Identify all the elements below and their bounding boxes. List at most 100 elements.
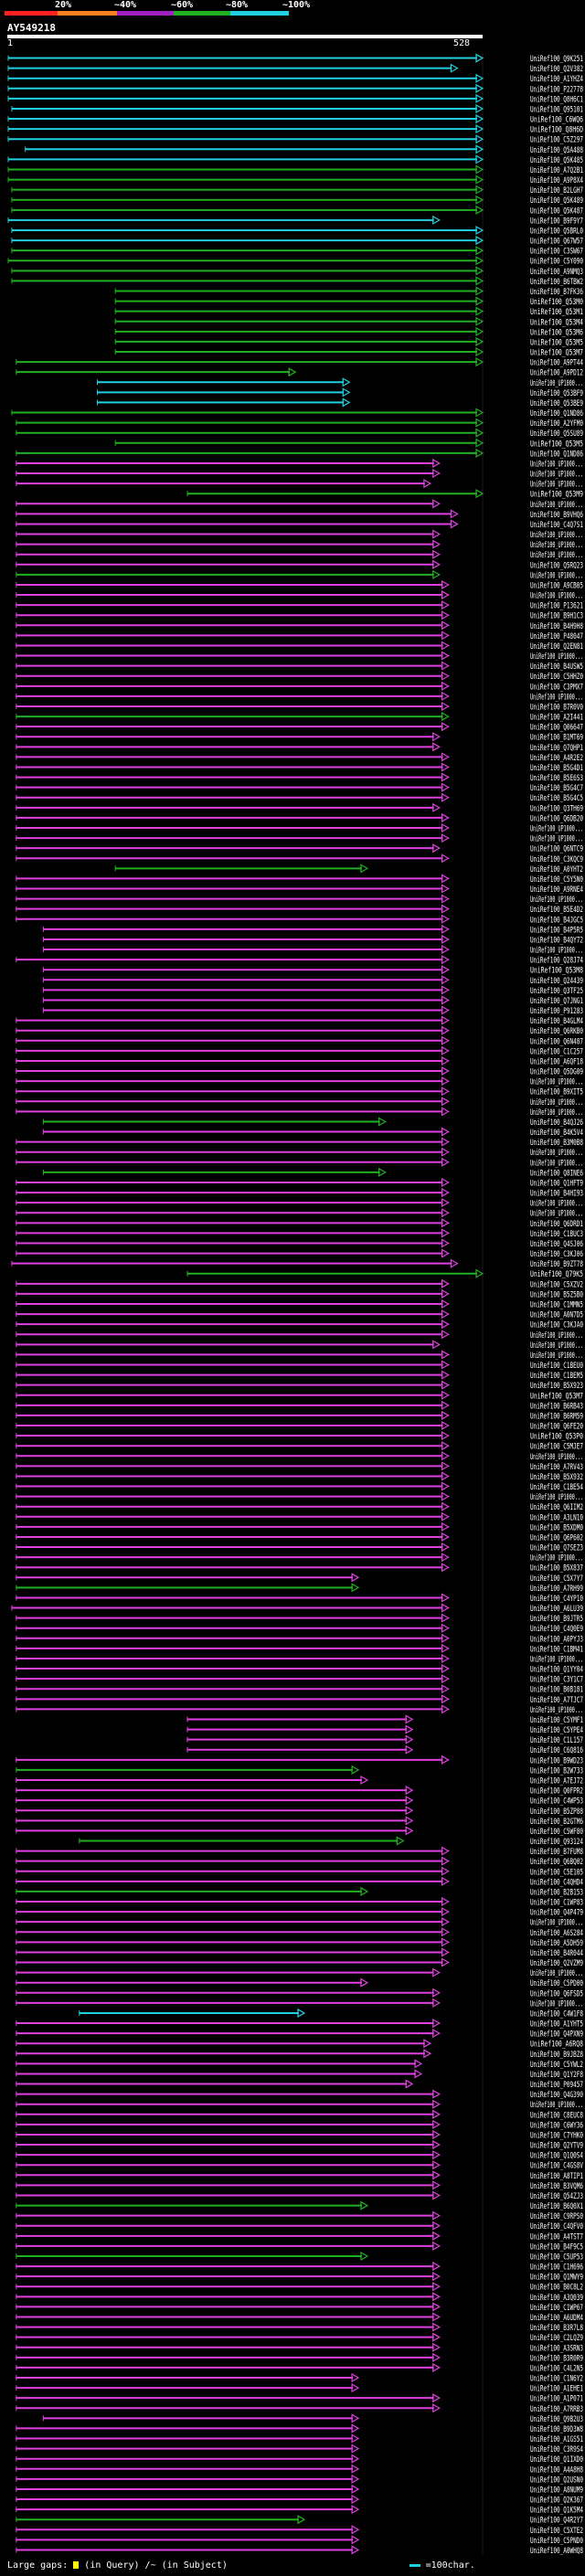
hit-row[interactable]: UniRef100_C4GS8V: [16, 2160, 584, 2171]
hit-label[interactable]: UniRef100_UP1000...: [530, 379, 583, 388]
hit-label[interactable]: UniRef100_C1C257: [530, 1047, 583, 1056]
hit-row[interactable]: UniRef100_C1BUC3: [16, 1228, 583, 1239]
hit-row[interactable]: UniRef100_B4QY72: [42, 934, 583, 946]
hit-row[interactable]: UniRef100_UP1000...: [42, 944, 583, 956]
hit-label[interactable]: UniRef100_UP1000...: [530, 693, 583, 702]
hit-row[interactable]: UniRef100_C5WF80: [16, 1826, 583, 1837]
hit-label[interactable]: UniRef100_Q0FPR2: [530, 1787, 583, 1797]
hit-row[interactable]: UniRef100_C5YWL2: [16, 2059, 583, 2070]
hit-row[interactable]: UniRef100_Q5BRL0: [11, 225, 583, 237]
hit-row[interactable]: UniRef100_A6QF18: [16, 1055, 583, 1067]
hit-row[interactable]: UniRef100_B9VHQ6: [16, 509, 583, 520]
hit-row[interactable]: UniRef100_C4W1F8: [79, 2008, 583, 2019]
hit-row[interactable]: UniRef100_B4JGC5: [16, 914, 583, 926]
hit-row[interactable]: UniRef100_Q28J74: [16, 955, 583, 966]
hit-row[interactable]: UniRef100_C5HHZ0: [16, 671, 583, 683]
hit-label[interactable]: UniRef100_UP1000...: [530, 1200, 583, 1209]
hit-row[interactable]: UniRef100_UP1000...: [16, 651, 583, 663]
hit-label[interactable]: UniRef100_UP1000...: [530, 541, 583, 550]
hit-label[interactable]: UniRef100_C1MMN5: [530, 1301, 583, 1310]
hit-label[interactable]: UniRef100_B9JTR5: [530, 1615, 583, 1624]
hit-label[interactable]: UniRef100_A9NMQ3: [530, 268, 583, 277]
hit-row[interactable]: UniRef100_B3R7L8: [16, 2322, 583, 2334]
hit-row[interactable]: UniRef100_UP1000...: [16, 1198, 583, 1209]
hit-label[interactable]: UniRef100_B5XDM0: [530, 1523, 583, 1532]
hit-row[interactable]: UniRef100_B7R0V0: [16, 701, 583, 713]
hit-row[interactable]: UniRef100_Q8H6C1: [7, 93, 583, 105]
hit-label[interactable]: UniRef100_P22778: [530, 85, 583, 94]
hit-row[interactable]: UniRef100_C5PD00: [16, 1977, 583, 1989]
hit-label[interactable]: UniRef100_Q1Y2F8: [530, 2071, 583, 2080]
hit-row[interactable]: UniRef100_B5G4C7: [16, 782, 583, 794]
hit-label[interactable]: UniRef100_A4R2E2: [530, 754, 583, 763]
hit-row[interactable]: UniRef100_C3PMX7: [16, 681, 583, 693]
hit-row[interactable]: UniRef100_C5E105: [16, 1866, 583, 1878]
hit-row[interactable]: UniRef100_C3KQC9: [16, 853, 583, 864]
hit-label[interactable]: UniRef100_B5X837: [530, 1564, 583, 1574]
hit-label[interactable]: UniRef100_P09457: [530, 2081, 583, 2090]
hit-row[interactable]: UniRef100_P91283: [42, 1005, 583, 1017]
hit-row[interactable]: UniRef100_Q4P479: [16, 1907, 583, 1918]
hit-label[interactable]: UniRef100_C4QHD4: [530, 1878, 583, 1887]
hit-label[interactable]: UniRef100_B6RM59: [530, 1412, 583, 1421]
hit-label[interactable]: UniRef100_C1BEM5: [530, 1372, 583, 1381]
hit-label[interactable]: UniRef100_Q93124: [530, 1838, 583, 1847]
hit-row[interactable]: UniRef100_Q79K5: [186, 1268, 583, 1280]
hit-label[interactable]: UniRef100_B6Q0X1: [530, 2202, 583, 2211]
hit-row[interactable]: UniRef100_A4R2E2: [16, 752, 583, 763]
hit-row[interactable]: UniRef100_B5G4D1: [16, 762, 583, 773]
hit-row[interactable]: UniRef100_Q1HFT9: [16, 1177, 583, 1189]
hit-label[interactable]: UniRef100_C4Q0E9: [530, 1625, 583, 1634]
hit-row[interactable]: UniRef100_UP1000...: [16, 1147, 583, 1159]
hit-label[interactable]: UniRef100_Q1IXD0: [530, 2455, 583, 2465]
hit-label[interactable]: UniRef100_Q5K487: [530, 207, 583, 216]
hit-label[interactable]: UniRef100_Q2V382: [530, 65, 583, 74]
hit-row[interactable]: UniRef100_Q53M1: [114, 306, 583, 318]
hit-label[interactable]: UniRef100_Q53M5: [530, 338, 583, 347]
hit-label[interactable]: UniRef100_UP1000...: [530, 1098, 583, 1108]
hit-label[interactable]: UniRef100_UP1000...: [530, 1969, 583, 1978]
hit-row[interactable]: UniRef100_Q53M8: [42, 965, 583, 976]
hit-label[interactable]: UniRef100_C4GS8V: [530, 2162, 583, 2171]
hit-label[interactable]: UniRef100_UP1000...: [530, 1078, 583, 1087]
hit-label[interactable]: UniRef100_A3LN10: [530, 1513, 583, 1522]
hit-label[interactable]: UniRef100_C4Q7S1: [530, 521, 583, 530]
hit-label[interactable]: UniRef100_B9ZT78: [530, 1260, 583, 1269]
hit-label[interactable]: UniRef100_C5YPE4: [530, 1726, 583, 1735]
hit-label[interactable]: UniRef100_Q5DG09: [530, 1068, 583, 1077]
hit-row[interactable]: UniRef100_A0YHT2: [114, 864, 583, 875]
hit-label[interactable]: UniRef100_Q79K5: [530, 1270, 583, 1279]
hit-row[interactable]: UniRef100_UP1000...: [16, 833, 583, 844]
hit-row[interactable]: UniRef100_A6RQ8: [16, 2039, 583, 2050]
hit-row[interactable]: UniRef100_Q4SJ06: [16, 1238, 583, 1249]
hit-label[interactable]: UniRef100_Q5K485: [530, 156, 583, 165]
hit-label[interactable]: UniRef100_A6UDM4: [530, 2314, 583, 2323]
hit-row[interactable]: UniRef100_UP1000...: [16, 499, 583, 510]
hit-label[interactable]: UniRef100_C5HHZ0: [530, 673, 583, 682]
hit-row[interactable]: UniRef100_A4TST7: [16, 2231, 583, 2242]
hit-row[interactable]: UniRef100_C4QFV0: [16, 2221, 583, 2232]
hit-label[interactable]: UniRef100_B5E4D2: [530, 906, 583, 915]
hit-label[interactable]: UniRef100_B9F9Y7: [530, 217, 583, 226]
hit-label[interactable]: UniRef100_Q6N487: [530, 1037, 583, 1046]
hit-label[interactable]: UniRef100_Q53M4: [530, 318, 583, 327]
hit-label[interactable]: UniRef100_UP1000...: [530, 1352, 583, 1361]
hit-row[interactable]: UniRef100_B1MT69: [16, 732, 583, 743]
hit-label[interactable]: UniRef100_P91283: [530, 1007, 583, 1016]
hit-row[interactable]: UniRef100_Q6P602: [16, 1532, 583, 1543]
hit-row[interactable]: UniRef100_UP1000...: [16, 1330, 583, 1341]
hit-row[interactable]: UniRef100_UP1000...: [16, 1967, 583, 1979]
hit-row[interactable]: UniRef100_B4HI93: [16, 1188, 583, 1199]
hit-row[interactable]: UniRef100_UP1000...: [16, 1704, 583, 1715]
hit-row[interactable]: UniRef100_C5Z297: [7, 134, 583, 145]
hit-row[interactable]: UniRef100_Q5K489: [11, 195, 583, 207]
hit-label[interactable]: UniRef100_UP1000...: [530, 652, 583, 662]
hit-label[interactable]: UniRef100_C1BE54: [530, 1483, 583, 1492]
hit-label[interactable]: UniRef100_C5XZV2: [530, 1280, 583, 1289]
hit-row[interactable]: UniRef100_B7FK36: [114, 286, 583, 297]
hit-label[interactable]: UniRef100_A6RQ8: [530, 2041, 583, 2050]
hit-row[interactable]: UniRef100_A0N7D5: [16, 1309, 583, 1320]
hit-label[interactable]: UniRef100_Q53M8: [530, 967, 583, 976]
hit-label[interactable]: UniRef100_C5E105: [530, 1868, 583, 1877]
hit-label[interactable]: UniRef100_A9CB05: [530, 581, 583, 590]
